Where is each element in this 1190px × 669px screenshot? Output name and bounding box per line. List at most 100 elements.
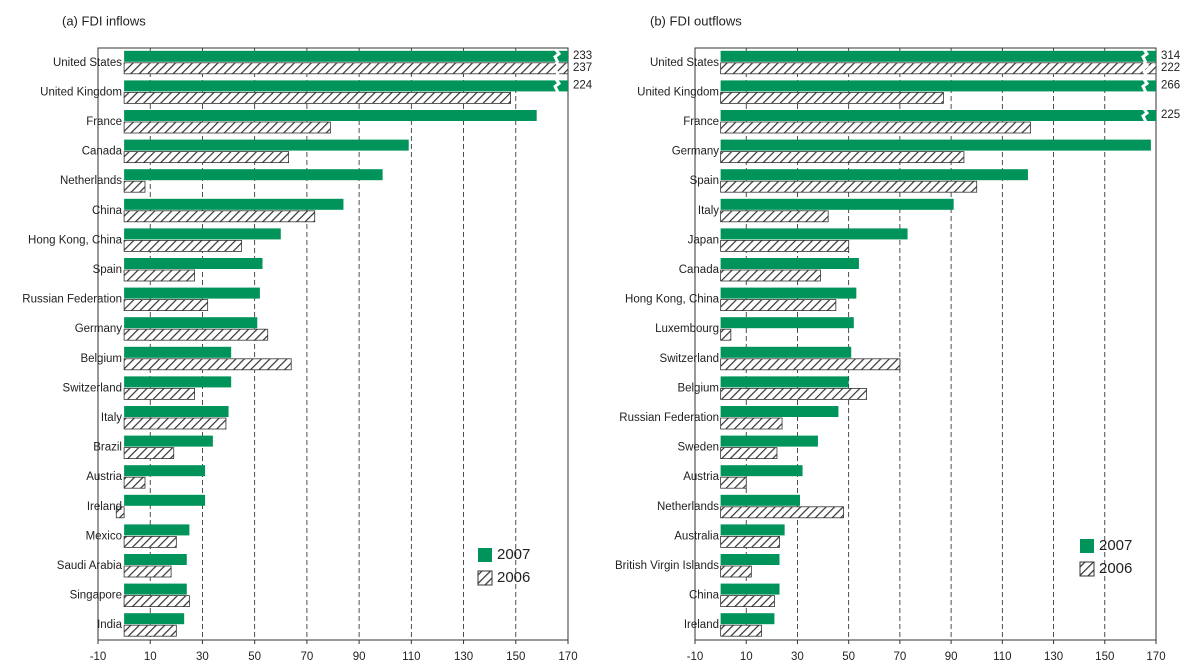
axis-break [1141,60,1150,76]
value-label: 314 [1161,50,1181,62]
category-label: France [86,116,122,128]
bar [720,406,839,417]
category-label: United Kingdom [637,86,719,98]
bar [124,139,409,151]
category-label: Hong Kong, China [28,234,123,246]
bar [123,624,177,637]
category-label: India [97,619,123,631]
bar [124,110,537,121]
bar [124,376,232,388]
bar [720,624,762,637]
bar [124,228,281,240]
x-tick-label: 70 [893,651,906,663]
bar [720,151,965,164]
category-label: Ireland [684,619,719,631]
x-tick-label: 150 [506,651,525,663]
bar [720,476,747,489]
bar [720,346,852,358]
category-label: Hong Kong, China [625,294,720,306]
category-label: China [92,205,123,217]
bar [124,465,206,477]
category-label: Singapore [70,590,122,602]
x-tick-label: 170 [558,651,577,663]
category-label: Belgium [80,353,122,365]
bar [124,287,260,299]
bar [123,447,175,460]
bar [720,210,829,223]
legend-label: 2006 [497,569,530,586]
category-label: United Kingdom [40,86,122,98]
category-label: Japan [688,234,719,246]
bar [123,417,227,430]
legend-label: 2007 [1099,537,1132,554]
bar [124,406,229,417]
bar [720,287,857,299]
bar [720,269,821,282]
x-tick-label: 170 [1146,651,1165,663]
x-tick-label: 110 [993,651,1011,663]
bar [123,299,209,312]
category-label: Switzerland [63,382,122,394]
category-label: Italy [698,205,719,217]
category-label: Spain [93,264,122,276]
bar [720,613,775,625]
axis-break [1141,108,1150,123]
bar [124,198,344,210]
bar [720,258,859,269]
bar [720,524,785,536]
bar [123,151,290,164]
category-label: Germany [672,146,720,158]
bar [720,139,1151,151]
category-label: Sweden [677,442,719,454]
bar [720,317,854,329]
bar [123,62,569,75]
bar [720,169,1028,181]
bar [123,536,177,548]
bar [720,92,944,104]
category-label: Germany [75,323,123,335]
x-tick-label: -10 [687,651,704,663]
bar [123,121,331,134]
x-tick-label: 70 [300,651,313,663]
legend-label: 2007 [497,546,530,563]
bar [124,169,383,181]
value-label: 237 [573,62,592,74]
category-label: British Virgin Islands [615,560,719,572]
category-label: Canada [82,146,123,158]
axis-break [1141,48,1150,64]
category-label: Switzerland [660,353,719,365]
bar [720,50,1156,62]
bar [720,554,780,565]
category-label: Australia [674,530,719,542]
bar [720,228,908,240]
category-label: Luxembourg [655,323,719,335]
category-label: Brazil [93,442,122,454]
category-label: Russian Federation [22,294,122,306]
bar [720,465,803,477]
bar [720,494,801,506]
bar [720,536,780,548]
x-tick-label: 90 [353,651,366,663]
bar [123,239,243,252]
bar [720,595,775,607]
bar [720,447,778,460]
x-tick-label: -10 [90,651,107,663]
category-label: United States [53,57,122,69]
x-tick-label: 110 [402,651,420,663]
x-tick-label: 150 [1095,651,1114,663]
x-tick-label: 30 [196,651,209,663]
category-label: Canada [679,264,720,276]
category-label: Belgium [677,382,719,394]
bar [720,328,732,341]
value-label: 224 [573,79,593,91]
bar [124,346,232,358]
bar [124,435,213,447]
bar [720,565,752,578]
bar [124,554,187,565]
category-label: Ireland [87,501,122,513]
bar [720,121,1031,134]
bar [123,210,316,223]
bar [124,583,187,595]
legend-label: 2006 [1099,560,1132,577]
